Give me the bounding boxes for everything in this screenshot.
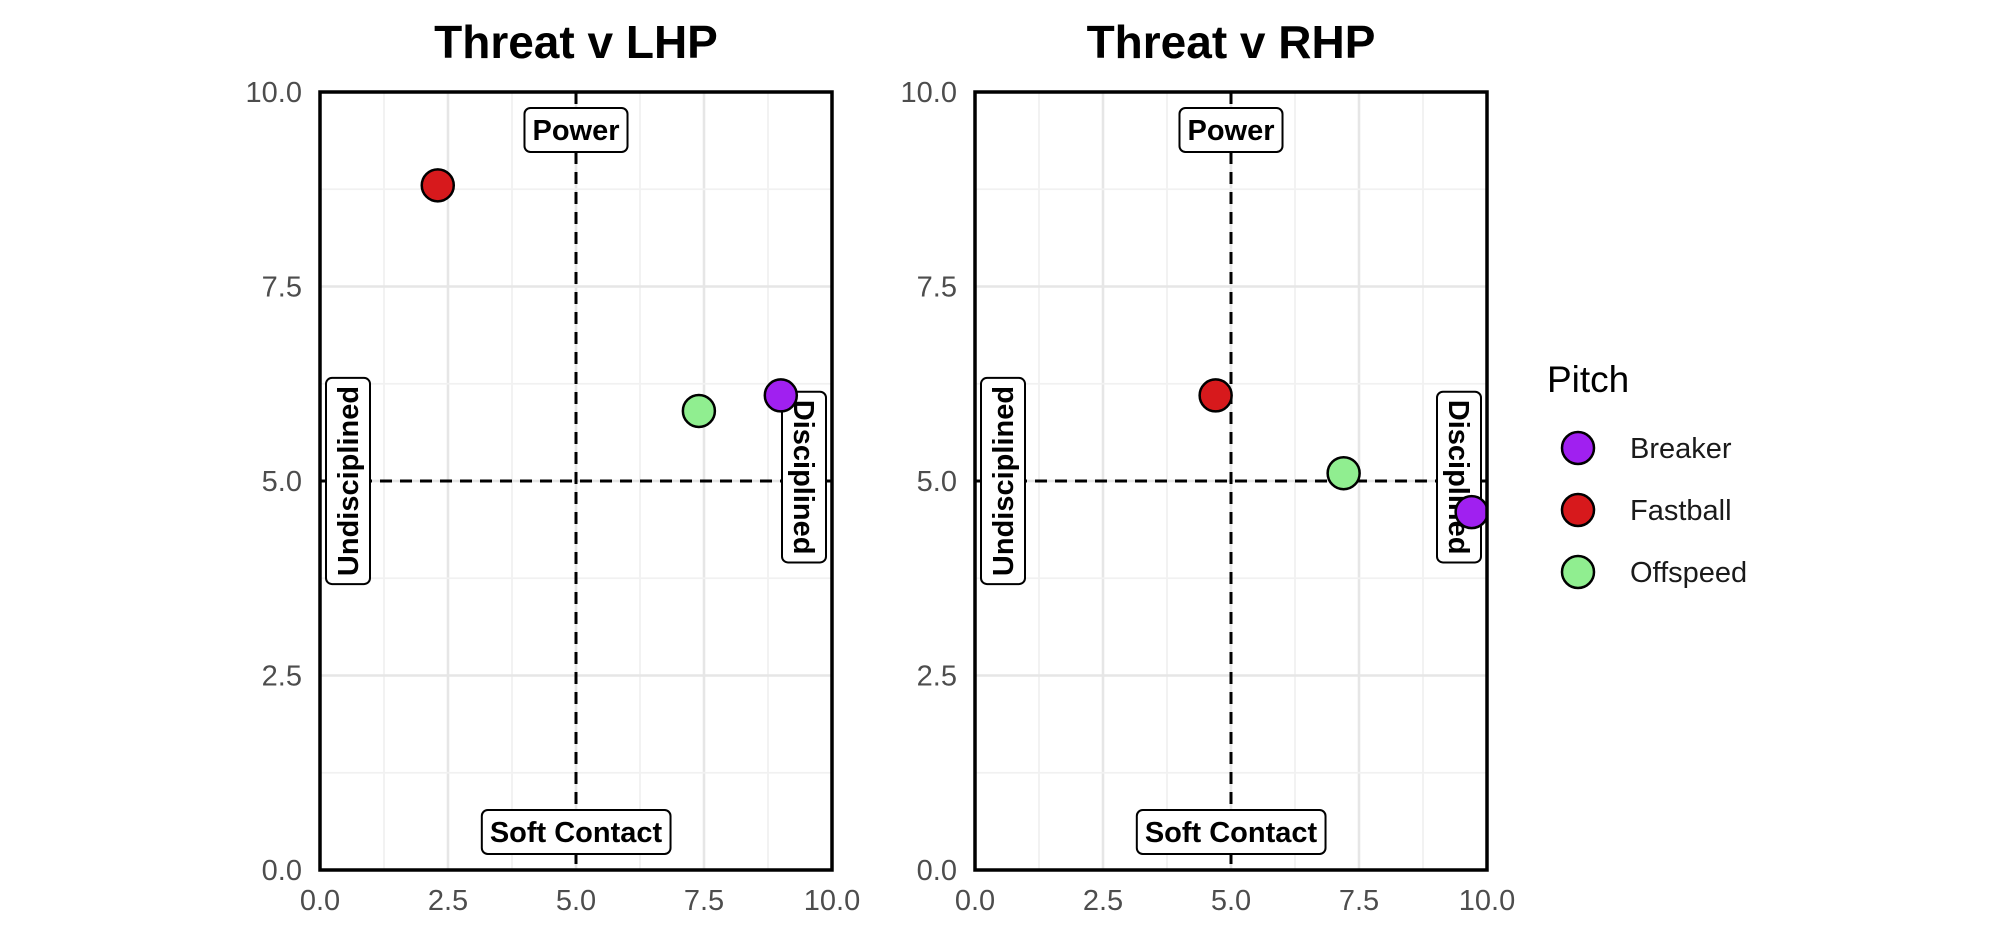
y-tick-label: 10.0 bbox=[901, 77, 957, 109]
panel-border bbox=[973, 90, 1489, 872]
quadrant-label-top-text: Power bbox=[532, 115, 619, 147]
point-fastball bbox=[420, 168, 456, 203]
y-tick-label: 5.0 bbox=[917, 466, 957, 498]
panel-border bbox=[318, 90, 834, 872]
quadrant-label-left-box bbox=[325, 376, 371, 586]
quadrant-label-bottom: Soft Contact bbox=[480, 809, 672, 855]
quadrant-label-top-box bbox=[523, 107, 629, 153]
quadrant-label-bottom: Soft Contact bbox=[1135, 809, 1327, 855]
point-offspeed bbox=[1326, 455, 1361, 491]
legend-key-breaker bbox=[1560, 430, 1596, 466]
quadrant-label-right-text: Disciplined bbox=[787, 400, 819, 555]
legend-key-fastball bbox=[1560, 492, 1596, 528]
quadrant-label-left-box bbox=[980, 376, 1026, 586]
x-tick-label: 2.5 bbox=[428, 885, 468, 917]
y-tick-label: 2.5 bbox=[262, 661, 302, 693]
quadrant-label-top: Power bbox=[523, 107, 629, 153]
quadrant-label-left: Undisciplined bbox=[325, 376, 371, 586]
quadrant-label-right-box bbox=[781, 390, 827, 564]
quadrant-label-left-text: Undisciplined bbox=[988, 386, 1020, 576]
quadrant-label-right: Disciplined bbox=[781, 390, 827, 564]
y-tick-label: 7.5 bbox=[917, 272, 957, 304]
legend-label-offspeed: Offspeed bbox=[1630, 557, 1747, 589]
quadrant-label-left: Undisciplined bbox=[980, 376, 1026, 586]
quadrant-label-bottom-box bbox=[480, 809, 672, 855]
x-tick-label: 10.0 bbox=[804, 885, 860, 917]
point-breaker bbox=[1454, 494, 1487, 530]
point-offspeed bbox=[681, 393, 717, 429]
y-tick-label: 0.0 bbox=[917, 855, 957, 887]
quadrant-label-right: Disciplined bbox=[1436, 390, 1482, 564]
quadrant-label-left-text: Undisciplined bbox=[333, 386, 365, 576]
quadrant-label-top-box bbox=[1178, 107, 1284, 153]
legend-key-offspeed bbox=[1560, 554, 1596, 590]
panel-1: Threat v LHP 0.0 2.5 5.0 7.5 10.0 0.0 2.5 5.0 7.5… bbox=[246, 16, 861, 917]
x-tick-label: 0.0 bbox=[300, 885, 340, 917]
quadrant-label-bottom-text: Soft Contact bbox=[490, 817, 663, 849]
quadrant-label-top-text: Power bbox=[1187, 115, 1274, 147]
quadrant-label-bottom-box bbox=[1135, 809, 1327, 855]
y-tick-label: 2.5 bbox=[917, 661, 957, 693]
quadrant-label-top: Power bbox=[1178, 107, 1284, 153]
points bbox=[1198, 378, 1487, 530]
x-tick-label: 2.5 bbox=[1083, 885, 1123, 917]
y-tick-label: 10.0 bbox=[246, 77, 302, 109]
chart-title: Threat v RHP bbox=[1087, 16, 1376, 68]
point-breaker bbox=[763, 378, 799, 413]
panel-2: Threat v RHP 0.0 2.5 5.0 7.5 10.0 0.0 2.5 5.0 7.5… bbox=[901, 16, 1516, 917]
x-tick-label: 10.0 bbox=[1459, 885, 1515, 917]
x-tick-label: 5.0 bbox=[1211, 885, 1251, 917]
chart-title: Threat v LHP bbox=[434, 16, 718, 68]
legend: Pitch Breaker Fastball Offspeed bbox=[1547, 359, 1747, 590]
x-tick-label: 7.5 bbox=[684, 885, 724, 917]
y-tick-label: 0.0 bbox=[262, 855, 302, 887]
legend-label-fastball: Fastball bbox=[1630, 495, 1732, 527]
quadrant-label-bottom-text: Soft Contact bbox=[1145, 817, 1318, 849]
y-tick-label: 7.5 bbox=[262, 272, 302, 304]
y-tick-label: 5.0 bbox=[262, 466, 302, 498]
x-tick-label: 7.5 bbox=[1339, 885, 1379, 917]
point-fastball bbox=[1198, 378, 1233, 413]
legend-title: Pitch bbox=[1547, 359, 1629, 400]
points bbox=[420, 168, 799, 429]
x-tick-label: 0.0 bbox=[955, 885, 995, 917]
quadrant-label-right-text: Disciplined bbox=[1442, 400, 1474, 555]
x-tick-label: 5.0 bbox=[556, 885, 596, 917]
legend-label-breaker: Breaker bbox=[1630, 433, 1732, 465]
